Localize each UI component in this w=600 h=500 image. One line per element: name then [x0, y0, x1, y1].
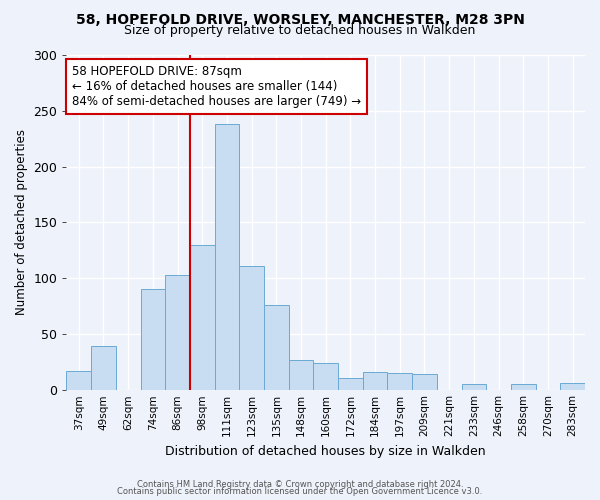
Bar — [165, 275, 190, 390]
Text: 58 HOPEFOLD DRIVE: 87sqm
← 16% of detached houses are smaller (144)
84% of semi-: 58 HOPEFOLD DRIVE: 87sqm ← 16% of detach… — [71, 65, 361, 108]
Text: Contains public sector information licensed under the Open Government Licence v3: Contains public sector information licen… — [118, 487, 482, 496]
Bar — [239, 266, 264, 390]
Bar — [511, 384, 536, 390]
Bar — [289, 360, 313, 390]
Bar — [264, 305, 289, 390]
Bar — [215, 124, 239, 390]
Bar — [412, 374, 437, 390]
Bar — [313, 363, 338, 390]
Bar — [461, 384, 486, 390]
Bar — [190, 245, 215, 390]
Bar — [338, 378, 363, 390]
X-axis label: Distribution of detached houses by size in Walkden: Distribution of detached houses by size … — [166, 444, 486, 458]
Bar — [91, 346, 116, 390]
Text: 58, HOPEFOLD DRIVE, WORSLEY, MANCHESTER, M28 3PN: 58, HOPEFOLD DRIVE, WORSLEY, MANCHESTER,… — [76, 12, 524, 26]
Y-axis label: Number of detached properties: Number of detached properties — [15, 130, 28, 316]
Bar — [363, 372, 388, 390]
Text: Size of property relative to detached houses in Walkden: Size of property relative to detached ho… — [124, 24, 476, 37]
Bar — [140, 290, 165, 390]
Text: Contains HM Land Registry data © Crown copyright and database right 2024.: Contains HM Land Registry data © Crown c… — [137, 480, 463, 489]
Bar — [67, 371, 91, 390]
Bar — [388, 373, 412, 390]
Bar — [560, 383, 585, 390]
